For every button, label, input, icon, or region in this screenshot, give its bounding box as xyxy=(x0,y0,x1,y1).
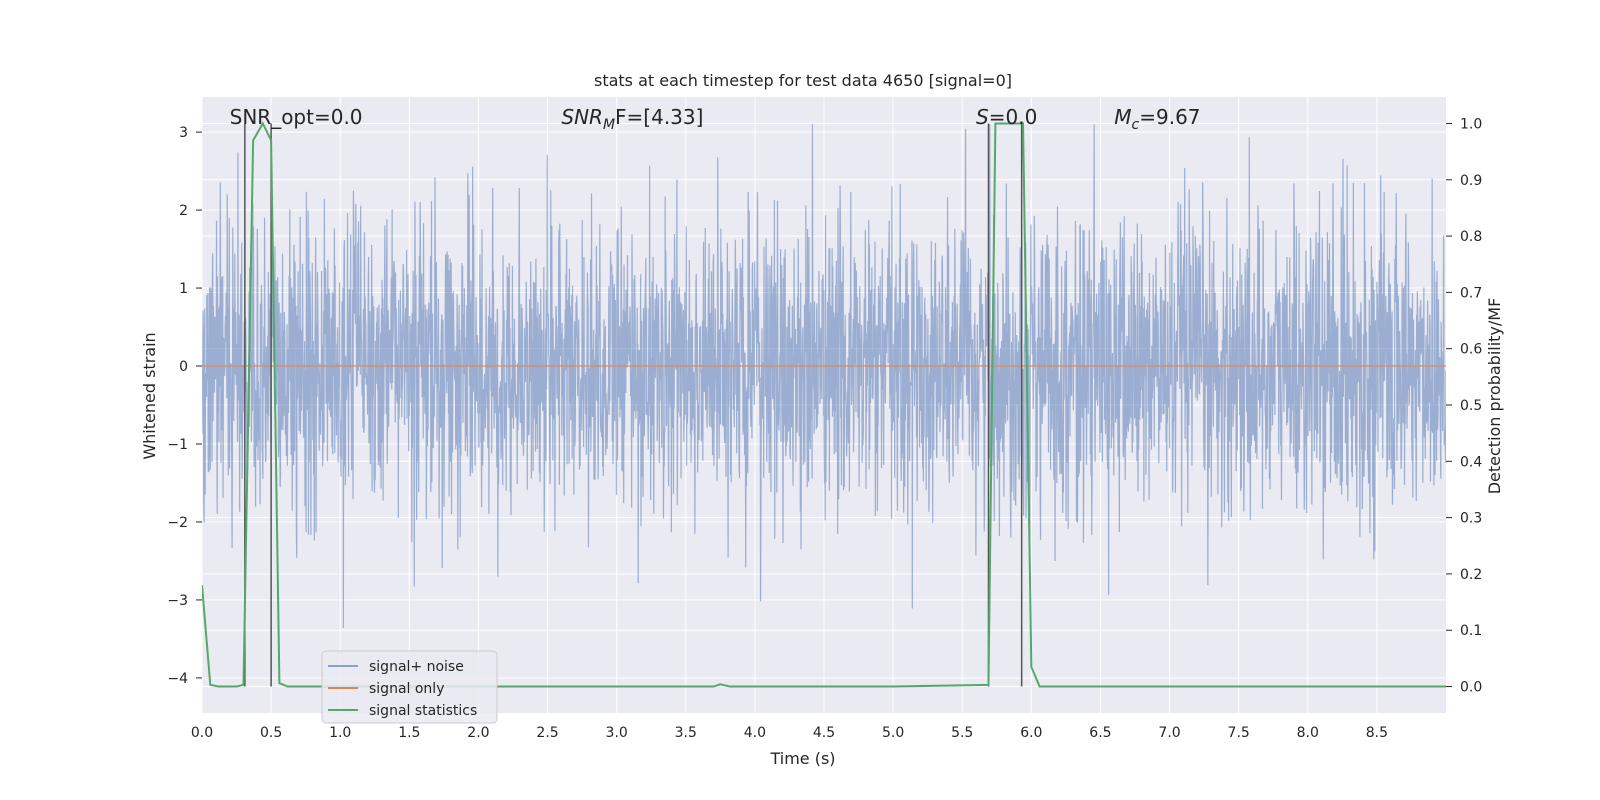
tick-labels: 0.0 0.5 1.0 1.5 2.0 2.5 3.0 3.5 4.0 4.5 5.0 5.5 6.0 6… xyxy=(167,116,1482,741)
annotation-label: SNR_opt=0.0 xyxy=(230,105,363,129)
legend-label: signal only xyxy=(369,681,444,697)
x-tick-label: 4.5 xyxy=(813,725,835,741)
y2-tick-label: 0.0 xyxy=(1460,680,1482,696)
y-tick-label: −1 xyxy=(167,437,188,453)
x-tick-label: 4.0 xyxy=(744,725,766,741)
legend-box xyxy=(321,650,498,724)
y-tick-label: 1 xyxy=(179,281,188,297)
y2-tick-label: 0.2 xyxy=(1460,567,1482,583)
x-tick-label: 5.5 xyxy=(951,725,973,741)
y2-tick-label: 1.0 xyxy=(1460,116,1482,132)
y-tick-label: 3 xyxy=(179,125,188,141)
annotation-label: SNRMF=[4.33] xyxy=(561,105,703,133)
y2-tick-label: 0.5 xyxy=(1460,398,1482,414)
legend: signal+ noise signal only signal statistic… xyxy=(321,650,498,724)
x-tick-label: 6.5 xyxy=(1089,725,1111,741)
annotation-label: Mc=9.67 xyxy=(1114,105,1200,133)
annotation-label: S=0.0 xyxy=(976,105,1037,129)
x-tick-label: 1.0 xyxy=(329,725,351,741)
plot-area: 0.0 0.5 1.0 1.5 2.0 2.5 3.0 3.5 4.0 4.5 5.0 5.5 6.0 6… xyxy=(167,97,1482,741)
y2-tick-label: 0.6 xyxy=(1460,342,1482,358)
y2-tick-label: 0.1 xyxy=(1460,623,1482,639)
y-axis-label: Whitened strain xyxy=(140,332,159,459)
y-tick-label: −3 xyxy=(167,593,188,609)
y-tick-label: 0 xyxy=(179,359,188,375)
x-tick-label: 8.5 xyxy=(1366,725,1388,741)
annotations: SNR_opt=0.0 SNRMF=[4.33] S=0.0 Mc=9.67 xyxy=(230,105,1201,133)
y2-tick-label: 0.3 xyxy=(1460,511,1482,527)
series-signal-noise-line xyxy=(202,124,1446,628)
y2-axis-label: Detection probability/MF xyxy=(1485,298,1504,495)
y2-tick-label: 0.9 xyxy=(1460,173,1482,189)
x-tick-label: 2.5 xyxy=(536,725,558,741)
x-tick-label: 3.0 xyxy=(606,725,628,741)
x-axis-label: Time (s) xyxy=(769,749,835,768)
series-signal-statistics-line xyxy=(202,121,1446,688)
legend-label: signal statistics xyxy=(369,703,477,719)
x-tick-label: 7.5 xyxy=(1228,725,1250,741)
y2-tick-label: 0.4 xyxy=(1460,454,1482,470)
x-tick-label: 8.0 xyxy=(1297,725,1319,741)
y-tick-label: −2 xyxy=(167,515,188,531)
x-tick-label: 2.0 xyxy=(467,725,489,741)
x-tick-label: 1.5 xyxy=(398,725,420,741)
y2-tick-label: 0.8 xyxy=(1460,229,1482,245)
x-tick-label: 0.5 xyxy=(260,725,282,741)
legend-label: signal+ noise xyxy=(369,659,464,675)
y-tick-label: 2 xyxy=(179,203,188,219)
y2-tick-label: 0.7 xyxy=(1460,285,1482,301)
x-tick-label: 0.0 xyxy=(191,725,213,741)
chart-title: stats at each timestep for test data 465… xyxy=(594,71,1012,90)
x-tick-label: 5.0 xyxy=(882,725,904,741)
y-tick-label: −4 xyxy=(167,671,188,687)
x-tick-label: 3.5 xyxy=(675,725,697,741)
x-tick-label: 7.0 xyxy=(1158,725,1180,741)
x-tick-label: 6.0 xyxy=(1020,725,1042,741)
